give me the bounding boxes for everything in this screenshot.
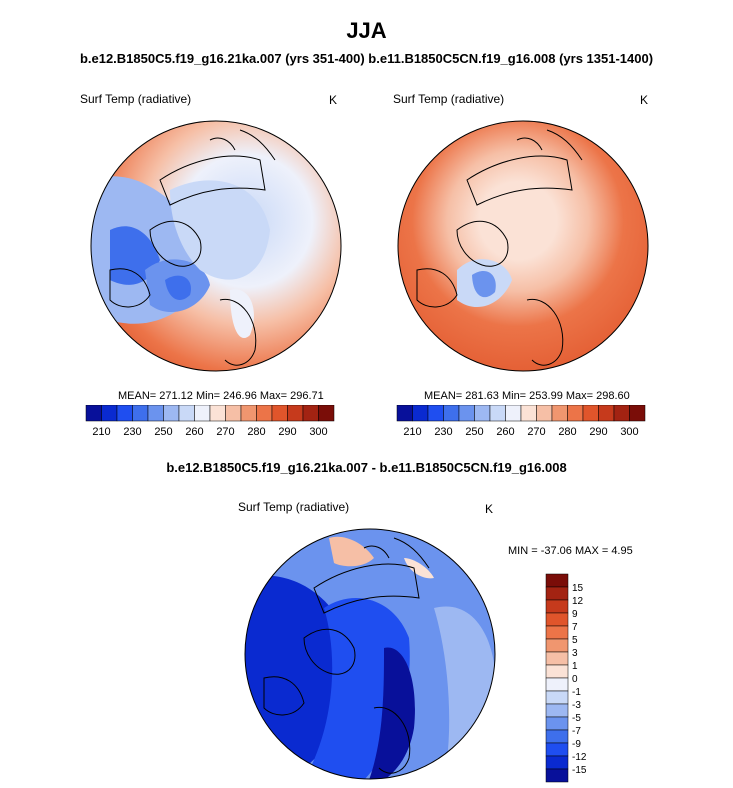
- colorbar-swatch: [545, 586, 569, 601]
- colorbar-tick-label: 300: [620, 426, 638, 438]
- panel1-stats: MEAN= 271.12 Min= 246.96 Max= 296.71: [118, 390, 324, 402]
- colorbar-swatch: [545, 599, 569, 614]
- colorbar-swatch: [545, 677, 569, 692]
- colorbar-swatch: [582, 405, 599, 422]
- colorbar-tick-label: -3: [572, 700, 581, 711]
- colorbar-tick-label: 12: [572, 596, 584, 607]
- colorbar-tick-label: 230: [434, 426, 452, 438]
- colorbar-swatch: [545, 651, 569, 666]
- colorbar-tick-label: 250: [465, 426, 483, 438]
- panel1-units-label: K: [329, 93, 338, 107]
- panel2-stats: MEAN= 281.63 Min= 253.99 Max= 298.60: [424, 390, 630, 402]
- difference-title: b.e12.B1850C5.f19_g16.21ka.007 - b.e11.B…: [166, 460, 567, 475]
- colorbar-tick-label: 210: [92, 426, 110, 438]
- colorbar-tick-label: 5: [572, 635, 578, 646]
- colorbar-tick-label: -15: [572, 765, 587, 776]
- colorbar-tick-label: 300: [309, 426, 327, 438]
- colorbar-swatch: [209, 405, 226, 422]
- colorbar-tick-label: 15: [572, 583, 584, 594]
- colorbar-tick-label: 280: [247, 426, 265, 438]
- colorbar-swatch: [545, 729, 569, 744]
- difference-colorbar: 15 12 9 7 5 3 1 0 -1 -3 -5 -7 -9 -12 -15: [545, 573, 587, 783]
- colorbar-swatch: [545, 768, 569, 783]
- panel3-stats: MIN = -37.06 MAX = 4.95: [508, 545, 633, 557]
- colorbar-swatch: [116, 405, 133, 422]
- colorbar-swatch: [318, 405, 335, 422]
- colorbar-swatch: [545, 716, 569, 731]
- colorbar-tick-label: 270: [527, 426, 545, 438]
- colorbar-swatch: [545, 638, 569, 653]
- colorbar-tick-label: 210: [403, 426, 421, 438]
- panel2-colorbar: 210 230 250 260 270 280 290 300: [396, 405, 646, 438]
- colorbar-swatch: [545, 755, 569, 770]
- colorbar-swatch: [545, 573, 569, 588]
- colorbar-tick-label: 280: [558, 426, 576, 438]
- colorbar-tick-label: 290: [589, 426, 607, 438]
- panel1-variable-label: Surf Temp (radiative): [80, 92, 192, 106]
- colorbar-swatch: [536, 405, 553, 422]
- colorbar-swatch: [85, 405, 102, 422]
- colorbar-tick-label: -7: [572, 726, 581, 737]
- colorbar-tick-label: -12: [572, 752, 587, 763]
- colorbar-swatch: [287, 405, 304, 422]
- colorbar-swatch: [194, 405, 211, 422]
- panel3-units-label: K: [485, 502, 494, 516]
- colorbar-swatch: [427, 405, 444, 422]
- colorbar-tick-label: 1: [572, 661, 578, 672]
- colorbar-swatch: [545, 625, 569, 640]
- colorbar-tick-label: 0: [572, 674, 578, 685]
- colorbar-swatch: [505, 405, 522, 422]
- colorbar-swatch: [551, 405, 568, 422]
- colorbar-swatch: [545, 690, 569, 705]
- colorbar-tick-label: 250: [154, 426, 172, 438]
- colorbar-swatch: [256, 405, 273, 422]
- colorbar-swatch: [412, 405, 429, 422]
- colorbar-swatch: [271, 405, 288, 422]
- panel1-polar-map: [90, 120, 342, 372]
- panel2-units-label: K: [640, 93, 649, 107]
- colorbar-swatch: [101, 405, 118, 422]
- panel2-polar-map: [397, 120, 649, 372]
- colorbar-swatch: [458, 405, 475, 422]
- colorbar-tick-label: -1: [572, 687, 581, 698]
- colorbar-tick-label: 270: [216, 426, 234, 438]
- colorbar-swatch: [545, 664, 569, 679]
- colorbar-swatch: [147, 405, 164, 422]
- colorbar-swatch: [225, 405, 242, 422]
- colorbar-swatch: [443, 405, 460, 422]
- figure-title: JJA: [346, 18, 387, 43]
- colorbar-tick-label: -9: [572, 739, 581, 750]
- colorbar-tick-label: 9: [572, 609, 578, 620]
- colorbar-swatch: [178, 405, 195, 422]
- colorbar-swatch: [302, 405, 319, 422]
- colorbar-swatch: [520, 405, 537, 422]
- colorbar-tick-label: 290: [278, 426, 296, 438]
- colorbar-swatch: [396, 405, 413, 422]
- colorbar-swatch: [545, 612, 569, 627]
- figure-subtitle: b.e12.B1850C5.f19_g16.21ka.007 (yrs 351-…: [79, 51, 654, 66]
- colorbar-swatch: [567, 405, 584, 422]
- colorbar-swatch: [629, 405, 646, 422]
- colorbar-swatch: [132, 405, 149, 422]
- colorbar-tick-label: 7: [572, 622, 578, 633]
- colorbar-swatch: [545, 703, 569, 718]
- panel3-variable-label: Surf Temp (radiative): [238, 500, 350, 514]
- colorbar-swatch: [163, 405, 180, 422]
- panel1-colorbar: 210 230 250 260 270 280 290 300: [85, 405, 335, 438]
- colorbar-swatch: [489, 405, 506, 422]
- difference-polar-map: [244, 528, 496, 780]
- colorbar-tick-label: 260: [185, 426, 203, 438]
- panel2-variable-label: Surf Temp (radiative): [393, 92, 505, 106]
- colorbar-swatch: [613, 405, 630, 422]
- colorbar-swatch: [545, 742, 569, 757]
- colorbar-swatch: [474, 405, 491, 422]
- colorbar-tick-label: 3: [572, 648, 578, 659]
- colorbar-tick-label: 230: [123, 426, 141, 438]
- colorbar-swatch: [240, 405, 257, 422]
- colorbar-tick-label: 260: [496, 426, 514, 438]
- colorbar-swatch: [598, 405, 615, 422]
- colorbar-tick-label: -5: [572, 713, 581, 724]
